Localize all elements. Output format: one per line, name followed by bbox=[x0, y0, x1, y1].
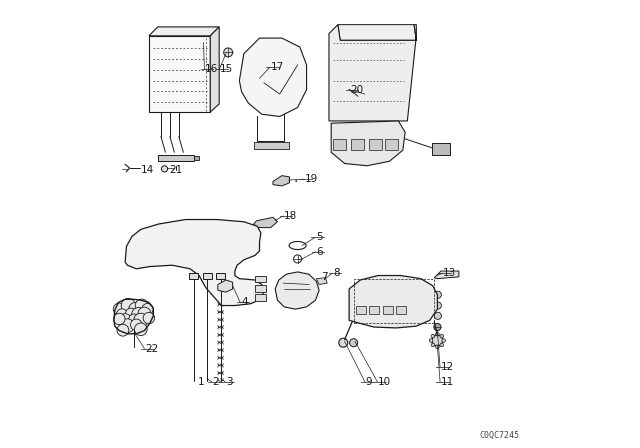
Polygon shape bbox=[351, 139, 364, 150]
Circle shape bbox=[143, 312, 155, 324]
Polygon shape bbox=[329, 25, 417, 121]
Text: 7: 7 bbox=[321, 272, 328, 282]
Polygon shape bbox=[218, 280, 232, 292]
Circle shape bbox=[132, 308, 145, 321]
Circle shape bbox=[431, 343, 435, 347]
Text: 17: 17 bbox=[271, 62, 284, 72]
Circle shape bbox=[434, 323, 441, 331]
Circle shape bbox=[339, 338, 348, 347]
Polygon shape bbox=[275, 272, 319, 309]
Circle shape bbox=[118, 314, 132, 327]
Circle shape bbox=[440, 334, 444, 338]
Polygon shape bbox=[369, 139, 382, 150]
Circle shape bbox=[178, 239, 189, 250]
Text: 21: 21 bbox=[170, 165, 183, 175]
Polygon shape bbox=[435, 271, 459, 279]
Text: .: . bbox=[293, 171, 298, 185]
Circle shape bbox=[161, 166, 168, 172]
Circle shape bbox=[429, 339, 433, 342]
Polygon shape bbox=[194, 156, 199, 160]
Polygon shape bbox=[255, 276, 266, 282]
Text: 1: 1 bbox=[198, 377, 204, 387]
Polygon shape bbox=[349, 276, 437, 328]
Text: 8: 8 bbox=[333, 268, 340, 278]
Circle shape bbox=[142, 303, 153, 315]
Polygon shape bbox=[125, 220, 264, 306]
Polygon shape bbox=[255, 294, 266, 301]
Circle shape bbox=[431, 334, 435, 338]
Circle shape bbox=[138, 307, 151, 320]
Polygon shape bbox=[333, 139, 346, 150]
Polygon shape bbox=[210, 27, 219, 112]
Text: 5: 5 bbox=[316, 233, 323, 242]
Text: 6: 6 bbox=[316, 247, 323, 257]
Circle shape bbox=[442, 339, 445, 342]
Polygon shape bbox=[216, 273, 225, 279]
Polygon shape bbox=[255, 285, 266, 292]
Circle shape bbox=[121, 298, 135, 313]
Text: 20: 20 bbox=[350, 85, 363, 95]
Circle shape bbox=[194, 250, 204, 261]
Circle shape bbox=[351, 67, 360, 76]
Text: 2: 2 bbox=[212, 377, 219, 387]
Polygon shape bbox=[253, 217, 277, 228]
Text: 4: 4 bbox=[241, 297, 248, 307]
Text: 18: 18 bbox=[284, 211, 298, 221]
Circle shape bbox=[134, 313, 148, 327]
Polygon shape bbox=[158, 155, 194, 161]
Text: 12: 12 bbox=[441, 362, 454, 372]
Polygon shape bbox=[273, 176, 289, 186]
Circle shape bbox=[129, 314, 140, 325]
Circle shape bbox=[294, 255, 301, 263]
Text: 19: 19 bbox=[305, 174, 317, 184]
Circle shape bbox=[434, 312, 442, 319]
Polygon shape bbox=[203, 273, 212, 279]
Circle shape bbox=[116, 309, 127, 320]
Polygon shape bbox=[316, 278, 327, 284]
Circle shape bbox=[131, 319, 142, 331]
Polygon shape bbox=[189, 273, 198, 279]
Circle shape bbox=[117, 324, 129, 336]
Text: C0QC7245: C0QC7245 bbox=[479, 431, 519, 440]
Text: 16: 16 bbox=[205, 65, 219, 74]
Text: 3: 3 bbox=[226, 377, 232, 387]
Polygon shape bbox=[149, 36, 210, 112]
Circle shape bbox=[113, 313, 125, 325]
Circle shape bbox=[436, 345, 439, 349]
Circle shape bbox=[440, 343, 444, 347]
Circle shape bbox=[129, 302, 142, 316]
Text: 9: 9 bbox=[365, 377, 372, 387]
Circle shape bbox=[125, 308, 136, 319]
Polygon shape bbox=[332, 121, 405, 166]
Circle shape bbox=[135, 299, 148, 312]
Polygon shape bbox=[432, 143, 450, 155]
Text: 15: 15 bbox=[220, 65, 234, 74]
Text: 10: 10 bbox=[378, 377, 392, 387]
Circle shape bbox=[436, 332, 439, 336]
Circle shape bbox=[434, 291, 442, 298]
Circle shape bbox=[120, 319, 134, 332]
Polygon shape bbox=[338, 25, 417, 40]
Polygon shape bbox=[149, 27, 219, 36]
Polygon shape bbox=[383, 306, 392, 314]
Text: 13: 13 bbox=[443, 268, 456, 278]
Polygon shape bbox=[356, 306, 365, 314]
Circle shape bbox=[434, 302, 442, 309]
Circle shape bbox=[134, 323, 147, 336]
Circle shape bbox=[113, 303, 125, 315]
Polygon shape bbox=[369, 306, 379, 314]
Circle shape bbox=[224, 48, 233, 57]
Polygon shape bbox=[239, 38, 307, 116]
Circle shape bbox=[378, 76, 387, 85]
Polygon shape bbox=[396, 306, 406, 314]
Polygon shape bbox=[385, 139, 397, 150]
Circle shape bbox=[349, 339, 358, 347]
Text: 14: 14 bbox=[141, 165, 154, 175]
Text: 11: 11 bbox=[441, 377, 454, 387]
Circle shape bbox=[432, 335, 443, 346]
Polygon shape bbox=[253, 142, 289, 149]
Text: 22: 22 bbox=[145, 344, 159, 353]
